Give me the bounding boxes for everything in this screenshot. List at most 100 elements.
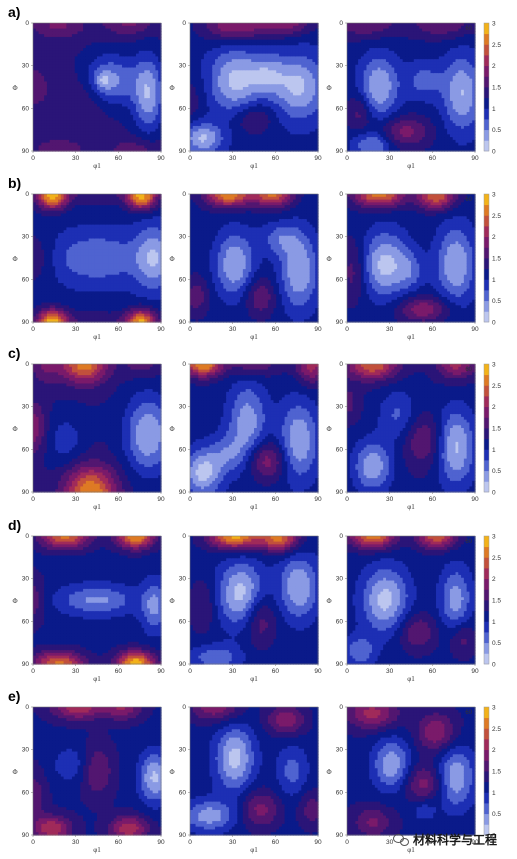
contour-cell xyxy=(33,92,37,96)
contour-cell xyxy=(83,48,87,52)
contour-cell xyxy=(141,34,145,38)
contour-cell xyxy=(231,142,236,147)
contour-cell xyxy=(105,95,109,99)
contour-cell xyxy=(152,31,157,35)
contour-cell xyxy=(201,39,205,44)
contour-cell xyxy=(147,112,151,116)
contour-cell xyxy=(192,34,197,38)
contour-cell xyxy=(212,89,216,94)
contour-cell xyxy=(231,123,236,127)
contour-cell xyxy=(147,28,151,32)
contour-cell xyxy=(203,98,208,102)
contour-cell xyxy=(138,34,143,38)
contour-cell xyxy=(127,42,131,46)
contour-cell xyxy=(203,61,208,66)
contour-cell xyxy=(77,109,81,113)
contour-cell xyxy=(41,34,45,38)
contour-cell xyxy=(240,95,244,99)
contour-cell xyxy=(240,42,244,46)
contour-cell xyxy=(49,75,54,80)
contour-cell xyxy=(122,117,126,121)
contour-cell xyxy=(91,131,95,135)
contour-cell xyxy=(228,73,233,77)
contour-cell xyxy=(158,106,162,110)
contour-cell xyxy=(110,81,115,85)
contour-cell xyxy=(203,87,208,91)
contour-cell xyxy=(94,61,98,66)
contour-cell xyxy=(144,114,148,119)
contour-cell xyxy=(135,128,140,133)
contour-cell xyxy=(192,56,197,60)
contour-cell xyxy=(223,28,227,32)
contour-cell xyxy=(212,34,216,38)
contour-cell xyxy=(110,117,115,121)
contour-cell xyxy=(149,92,154,96)
contour-cell xyxy=(44,61,48,66)
contour-cell xyxy=(217,128,222,133)
contour-cell xyxy=(217,123,222,127)
contour-cell xyxy=(226,148,230,152)
contour-cell xyxy=(212,59,216,63)
contour-cell xyxy=(66,100,70,105)
contour-cell xyxy=(130,73,134,77)
contour-cell xyxy=(119,100,123,105)
contour-cell xyxy=(97,137,101,141)
contour-cell xyxy=(124,28,129,32)
contour-cell xyxy=(99,109,104,113)
contour-cell xyxy=(108,95,112,99)
contour-cell xyxy=(192,125,197,130)
contour-cell xyxy=(144,89,148,94)
contour-cell xyxy=(97,128,101,133)
contour-cell xyxy=(192,145,197,149)
contour-cell xyxy=(110,106,115,110)
contour-cell xyxy=(102,28,106,32)
contour-cell xyxy=(206,109,211,113)
contour-cell xyxy=(41,70,45,74)
contour-cell xyxy=(80,131,84,135)
contour-cell xyxy=(55,48,59,52)
contour-cell xyxy=(99,59,104,63)
contour-cell xyxy=(124,142,129,147)
contour-cell xyxy=(133,142,137,147)
contour-cell xyxy=(212,106,216,110)
contour-cell xyxy=(83,84,87,88)
contour-cell xyxy=(223,123,227,127)
contour-cell xyxy=(228,56,233,60)
contour-cell xyxy=(141,114,145,119)
contour-cell xyxy=(66,34,70,38)
contour-cell xyxy=(141,148,145,152)
contour-cell xyxy=(99,42,104,46)
contour-cell xyxy=(83,25,87,30)
contour-cell xyxy=(198,89,202,94)
contour-cell xyxy=(102,23,106,27)
contour-cell xyxy=(135,92,140,96)
contour-cell xyxy=(99,123,104,127)
contour-cell xyxy=(105,92,109,96)
contour-cell xyxy=(83,28,87,32)
contour-cell xyxy=(41,89,45,94)
contour-cell xyxy=(206,87,211,91)
contour-cell xyxy=(198,87,202,91)
contour-cell xyxy=(119,73,123,77)
contour-cell xyxy=(55,25,59,30)
contour-cell xyxy=(147,39,151,44)
contour-cell xyxy=(135,134,140,138)
contour-cell xyxy=(192,81,197,85)
contour-cell xyxy=(94,103,98,108)
contour-cell xyxy=(133,106,137,110)
contour-cell xyxy=(66,78,70,83)
contour-cell xyxy=(149,120,154,124)
contour-cell xyxy=(41,28,45,32)
contour-cell xyxy=(130,25,134,30)
contour-cell xyxy=(49,28,54,32)
contour-cell xyxy=(209,125,213,130)
contour-cell xyxy=(152,34,157,38)
contour-cell xyxy=(55,67,59,71)
contour-cell xyxy=(240,112,244,116)
contour-cell xyxy=(71,131,76,135)
contour-cell xyxy=(58,31,62,35)
contour-cell xyxy=(49,70,54,74)
contour-cell xyxy=(49,59,54,63)
contour-cell xyxy=(226,137,230,141)
contour-cell xyxy=(231,39,236,44)
